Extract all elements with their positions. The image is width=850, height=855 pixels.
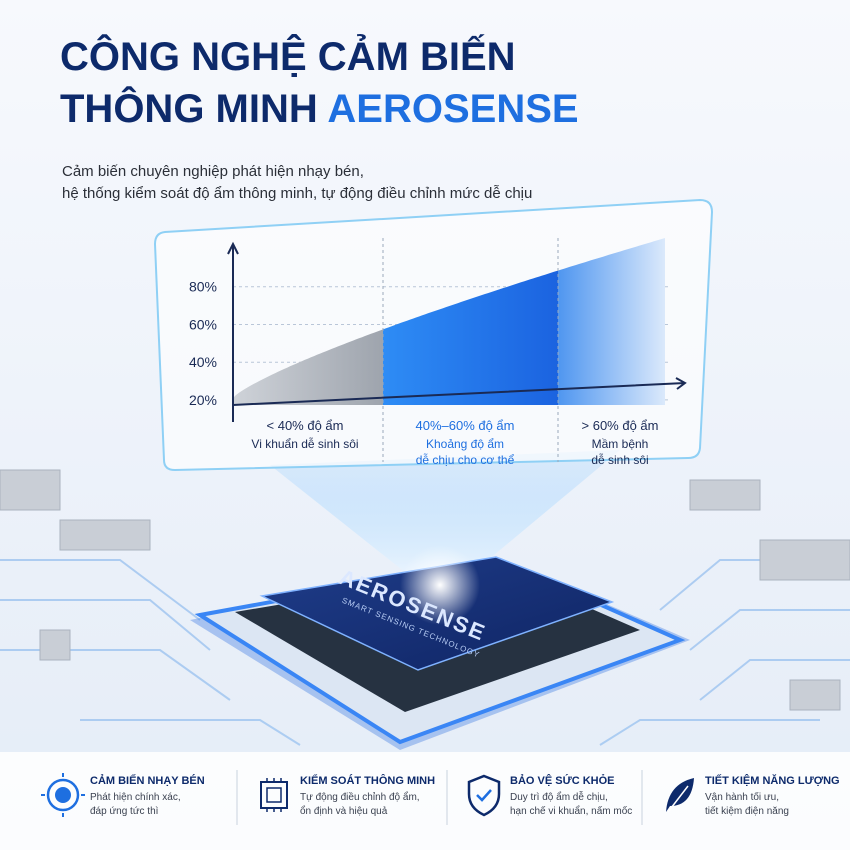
feature-icon	[666, 778, 694, 813]
feature-icon	[41, 773, 85, 817]
y-tick-label: 80%	[189, 279, 217, 295]
title-highlight: AEROSENSE	[327, 87, 578, 131]
feature-icon	[260, 778, 288, 812]
y-tick-label: 60%	[189, 316, 217, 332]
subtitle: Cảm biến chuyên nghiệp phát hiện nhạy bé…	[62, 163, 364, 180]
feature-text: Vận hành tối ưu,	[705, 791, 779, 803]
y-tick-label: 40%	[189, 354, 217, 370]
feature-text: tiết kiệm điện năng	[705, 805, 789, 817]
zone-description: dễ chịu cho cơ thể	[416, 452, 515, 467]
chart: 20% 40% 60% 80% < 40% độ ẩm Vi khuẩn dễ sinh …	[189, 238, 687, 467]
title-prefix: THÔNG MINH	[60, 85, 318, 131]
feature-title: BẢO VỆ SỨC KHỎE	[510, 774, 614, 787]
feature-text: Duy trì độ ẩm dễ chịu,	[510, 790, 608, 803]
subtitle: hệ thống kiểm soát độ ẩm thông minh, tự …	[62, 185, 532, 202]
icon-shape	[55, 787, 71, 803]
feature-text: hạn chế vi khuẩn, nấm mốc	[510, 805, 632, 817]
feature-title: TIẾT KIỆM NĂNG LƯỢNG	[705, 774, 840, 787]
feature-title: CẢM BIẾN NHẠY BÉN	[90, 774, 205, 787]
zone-description: Vi khuẩn dễ sinh sôi	[251, 436, 358, 451]
icon-shape	[266, 787, 282, 803]
chip-light	[400, 545, 480, 625]
y-tick-label: 20%	[189, 392, 217, 408]
zone-area	[558, 238, 665, 405]
zone-area	[383, 270, 558, 405]
title-line1: CÔNG NGHỆ CẢM BIẾN	[60, 33, 516, 79]
components	[0, 469, 850, 711]
y-axis	[227, 241, 239, 422]
icon-shape	[476, 789, 492, 802]
zone-label: < 40% độ ẩm	[267, 418, 344, 433]
feature-icon	[467, 774, 501, 817]
feature-text: ổn định và hiệu quả	[300, 805, 388, 817]
zone-description: dễ sinh sôi	[591, 452, 648, 467]
zone-description: Mầm bệnh	[592, 437, 649, 451]
feature-bar	[0, 752, 850, 850]
feature-text: Tự động điều chỉnh độ ẩm,	[300, 791, 420, 803]
feature-text: đáp ứng tức thì	[90, 806, 159, 817]
zone-label: > 60% độ ẩm	[582, 418, 659, 433]
icon-shape	[41, 773, 85, 817]
x-axis	[232, 377, 687, 406]
icon-shape	[46, 778, 80, 812]
zone-description: Khoảng độ ẩm	[426, 437, 504, 451]
icon-shape	[667, 785, 689, 813]
feature-text: Phát hiện chính xác,	[90, 792, 181, 803]
icon-shape	[467, 774, 501, 817]
feature-title: KIỂM SOÁT THÔNG MINH	[300, 774, 435, 787]
light-beam	[270, 450, 620, 600]
title-line2: THÔNG MINH AEROSENSE	[60, 85, 579, 131]
zone-label: 40%–60% độ ẩm	[415, 418, 514, 433]
zone-area	[233, 329, 383, 405]
icon-shape	[266, 778, 282, 812]
features: CẢM BIẾN NHẠY BÉN Phát hiện chính xác, đáp…	[41, 770, 840, 825]
